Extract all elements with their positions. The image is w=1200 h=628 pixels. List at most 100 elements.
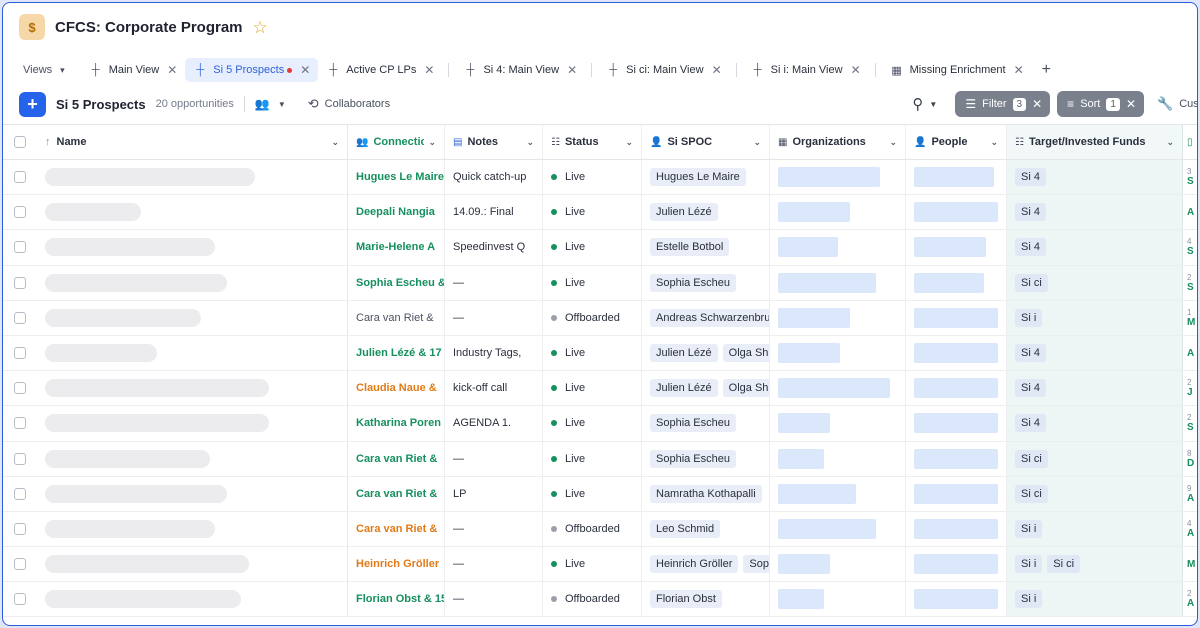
customize-button[interactable]: 🔧 Customize bbox=[1157, 96, 1197, 112]
view-tab[interactable]: ┼ Active CP LPs ✕ bbox=[318, 58, 442, 82]
column-header-next[interactable]: ▯ bbox=[1183, 125, 1197, 159]
name-cell[interactable] bbox=[37, 406, 348, 441]
spoc-cell[interactable]: Sophia Escheu bbox=[642, 406, 770, 441]
organizations-cell[interactable] bbox=[770, 547, 906, 582]
notes-cell[interactable]: Quick catch-up bbox=[445, 160, 543, 195]
organizations-cell[interactable] bbox=[770, 265, 906, 300]
chevron-down-icon[interactable]: ⌄ bbox=[753, 136, 761, 147]
status-cell[interactable]: Live bbox=[543, 265, 642, 300]
row-checkbox[interactable] bbox=[14, 522, 26, 535]
row-checkbox[interactable] bbox=[14, 276, 26, 289]
close-tab-icon[interactable]: ✕ bbox=[567, 63, 578, 77]
status-cell[interactable]: Live bbox=[543, 406, 642, 441]
connections-cell[interactable]: Cara van Riet & bbox=[348, 511, 445, 547]
clear-sort-icon[interactable]: ✕ bbox=[1125, 97, 1136, 111]
connections-cell[interactable]: Heinrich Gröller bbox=[348, 547, 445, 582]
people-cell[interactable] bbox=[906, 547, 1007, 582]
people-cell[interactable] bbox=[906, 335, 1007, 371]
spoc-cell[interactable]: Heinrich GröllerSophia Escheu bbox=[642, 547, 770, 582]
funds-cell[interactable]: Si ci bbox=[1007, 441, 1183, 476]
status-cell[interactable]: Live bbox=[543, 547, 642, 582]
chevron-down-icon[interactable]: ⌄ bbox=[990, 136, 998, 147]
people-dropdown[interactable]: 👥 ▼ bbox=[255, 97, 286, 111]
clear-filter-icon[interactable]: ✕ bbox=[1032, 97, 1043, 111]
funds-cell[interactable]: Si i bbox=[1007, 582, 1183, 617]
spoc-cell[interactable]: Estelle Botbol bbox=[642, 230, 770, 265]
connections-cell[interactable]: Katharina Poren bbox=[348, 406, 445, 441]
organizations-cell[interactable] bbox=[770, 476, 906, 511]
close-tab-icon[interactable]: ✕ bbox=[1013, 63, 1024, 77]
people-cell[interactable] bbox=[906, 406, 1007, 441]
status-cell[interactable]: Live bbox=[543, 476, 642, 511]
row-checkbox[interactable] bbox=[14, 382, 26, 395]
view-tab[interactable]: ┼ Si 4: Main View ✕ bbox=[455, 58, 585, 82]
close-tab-icon[interactable]: ✕ bbox=[711, 63, 722, 77]
notes-cell[interactable]: — bbox=[445, 265, 543, 300]
view-tab[interactable]: ┼ Si ci: Main View ✕ bbox=[598, 58, 730, 82]
connections-cell[interactable]: Deepali Nangia bbox=[348, 195, 445, 230]
name-cell[interactable] bbox=[37, 511, 348, 547]
name-cell[interactable] bbox=[37, 476, 348, 511]
spoc-cell[interactable]: Andreas Schwarzenbrunner bbox=[642, 300, 770, 335]
column-header-status[interactable]: ☷ Status ⌄ bbox=[543, 125, 642, 159]
spoc-cell[interactable]: Sophia Escheu bbox=[642, 265, 770, 300]
organizations-cell[interactable] bbox=[770, 160, 906, 195]
connections-cell[interactable]: Julien Lézé & 17 bbox=[348, 335, 445, 371]
filter-button[interactable]: ☰ Filter 3 ✕ bbox=[955, 91, 1051, 117]
close-tab-icon[interactable]: ✕ bbox=[850, 63, 861, 77]
row-checkbox[interactable] bbox=[14, 558, 26, 571]
add-view-button[interactable]: + bbox=[1041, 61, 1052, 78]
sort-button[interactable]: ≡ Sort 1 ✕ bbox=[1057, 91, 1144, 117]
table-row[interactable]: Hugues Le Maire Quick catch-up Live Hugues … bbox=[3, 160, 1197, 196]
name-cell[interactable] bbox=[37, 160, 348, 195]
status-cell[interactable]: Offboarded bbox=[543, 582, 642, 617]
table-row[interactable]: Marie-Helene A Speedinvest Q Live Estelle B… bbox=[3, 230, 1197, 266]
status-cell[interactable]: Live bbox=[543, 195, 642, 230]
organizations-cell[interactable] bbox=[770, 335, 906, 371]
organizations-cell[interactable] bbox=[770, 441, 906, 476]
notes-cell[interactable]: — bbox=[445, 547, 543, 582]
table-row[interactable]: Sophia Escheu & — Live Sophia Escheu Si ci 2 S bbox=[3, 265, 1197, 301]
organizations-cell[interactable] bbox=[770, 300, 906, 335]
organizations-cell[interactable] bbox=[770, 582, 906, 617]
connections-cell[interactable]: Marie-Helene A bbox=[348, 230, 445, 265]
funds-cell[interactable]: Si 4 bbox=[1007, 195, 1183, 230]
name-cell[interactable] bbox=[37, 230, 348, 265]
people-cell[interactable] bbox=[906, 160, 1007, 195]
spoc-cell[interactable]: Sophia Escheu bbox=[642, 441, 770, 476]
close-tab-icon[interactable]: ✕ bbox=[167, 63, 178, 77]
status-cell[interactable]: Live bbox=[543, 335, 642, 371]
name-cell[interactable] bbox=[37, 547, 348, 582]
organizations-cell[interactable] bbox=[770, 511, 906, 547]
table-row[interactable]: Cara van Riet & — Live Sophia Escheu Si ci 8 D bbox=[3, 441, 1197, 477]
chevron-down-icon[interactable]: ▼ bbox=[929, 99, 938, 109]
table-row[interactable]: Cara van Riet & — Offboarded Andreas Schwar… bbox=[3, 300, 1197, 336]
notes-cell[interactable]: Speedinvest Q bbox=[445, 230, 543, 265]
funds-cell[interactable]: Si 4 bbox=[1007, 335, 1183, 371]
status-cell[interactable]: Offboarded bbox=[543, 300, 642, 335]
organizations-cell[interactable] bbox=[770, 230, 906, 265]
funds-cell[interactable]: Si i bbox=[1007, 300, 1183, 335]
select-all-checkbox[interactable] bbox=[14, 136, 26, 148]
column-header-notes[interactable]: ▤ Notes ⌄ bbox=[445, 125, 543, 159]
status-cell[interactable]: Live bbox=[543, 371, 642, 406]
view-tab[interactable]: ┼ Main View ✕ bbox=[81, 58, 186, 82]
spoc-cell[interactable]: Leo Schmid bbox=[642, 511, 770, 547]
table-row[interactable]: Deepali Nangia 14.09.: Final Live Julien Lé… bbox=[3, 195, 1197, 231]
people-cell[interactable] bbox=[906, 441, 1007, 476]
name-cell[interactable] bbox=[37, 371, 348, 406]
connections-cell[interactable]: Cara van Riet & bbox=[348, 476, 445, 511]
table-row[interactable]: Florian Obst & 15 — Offboarded Florian Obst… bbox=[3, 582, 1197, 618]
name-cell[interactable] bbox=[37, 441, 348, 476]
notes-cell[interactable]: — bbox=[445, 582, 543, 617]
name-cell[interactable] bbox=[37, 300, 348, 335]
connections-cell[interactable]: Cara van Riet & bbox=[348, 300, 445, 335]
people-cell[interactable] bbox=[906, 195, 1007, 230]
connections-cell[interactable]: Claudia Naue & bbox=[348, 371, 445, 406]
